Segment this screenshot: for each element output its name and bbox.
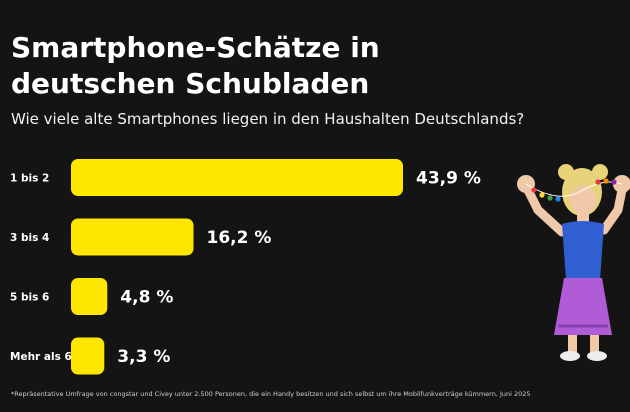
footnote: *Repräsentative Umfrage von congstar und… <box>11 390 531 398</box>
bar <box>71 159 403 196</box>
value-label: 4,8 % <box>120 288 173 308</box>
category-label: 5 bis 6 <box>10 292 49 304</box>
bar <box>71 278 108 315</box>
woman-with-bead-necklace-photo <box>517 164 630 361</box>
bar <box>71 218 194 256</box>
value-label: 3,3 % <box>117 347 170 367</box>
value-label: 43,9 % <box>416 169 481 189</box>
category-label: 3 bis 4 <box>10 232 49 244</box>
chart-subtitle: Wie viele alte Smartphones liegen in den… <box>11 110 525 128</box>
chart-title: Smartphone-Schätze in deutschen Schublad… <box>11 31 380 100</box>
category-label: 1 bis 2 <box>10 173 49 185</box>
category-label: Mehr als 6 <box>10 351 72 363</box>
bar <box>71 337 105 375</box>
value-label: 16,2 % <box>207 228 272 248</box>
